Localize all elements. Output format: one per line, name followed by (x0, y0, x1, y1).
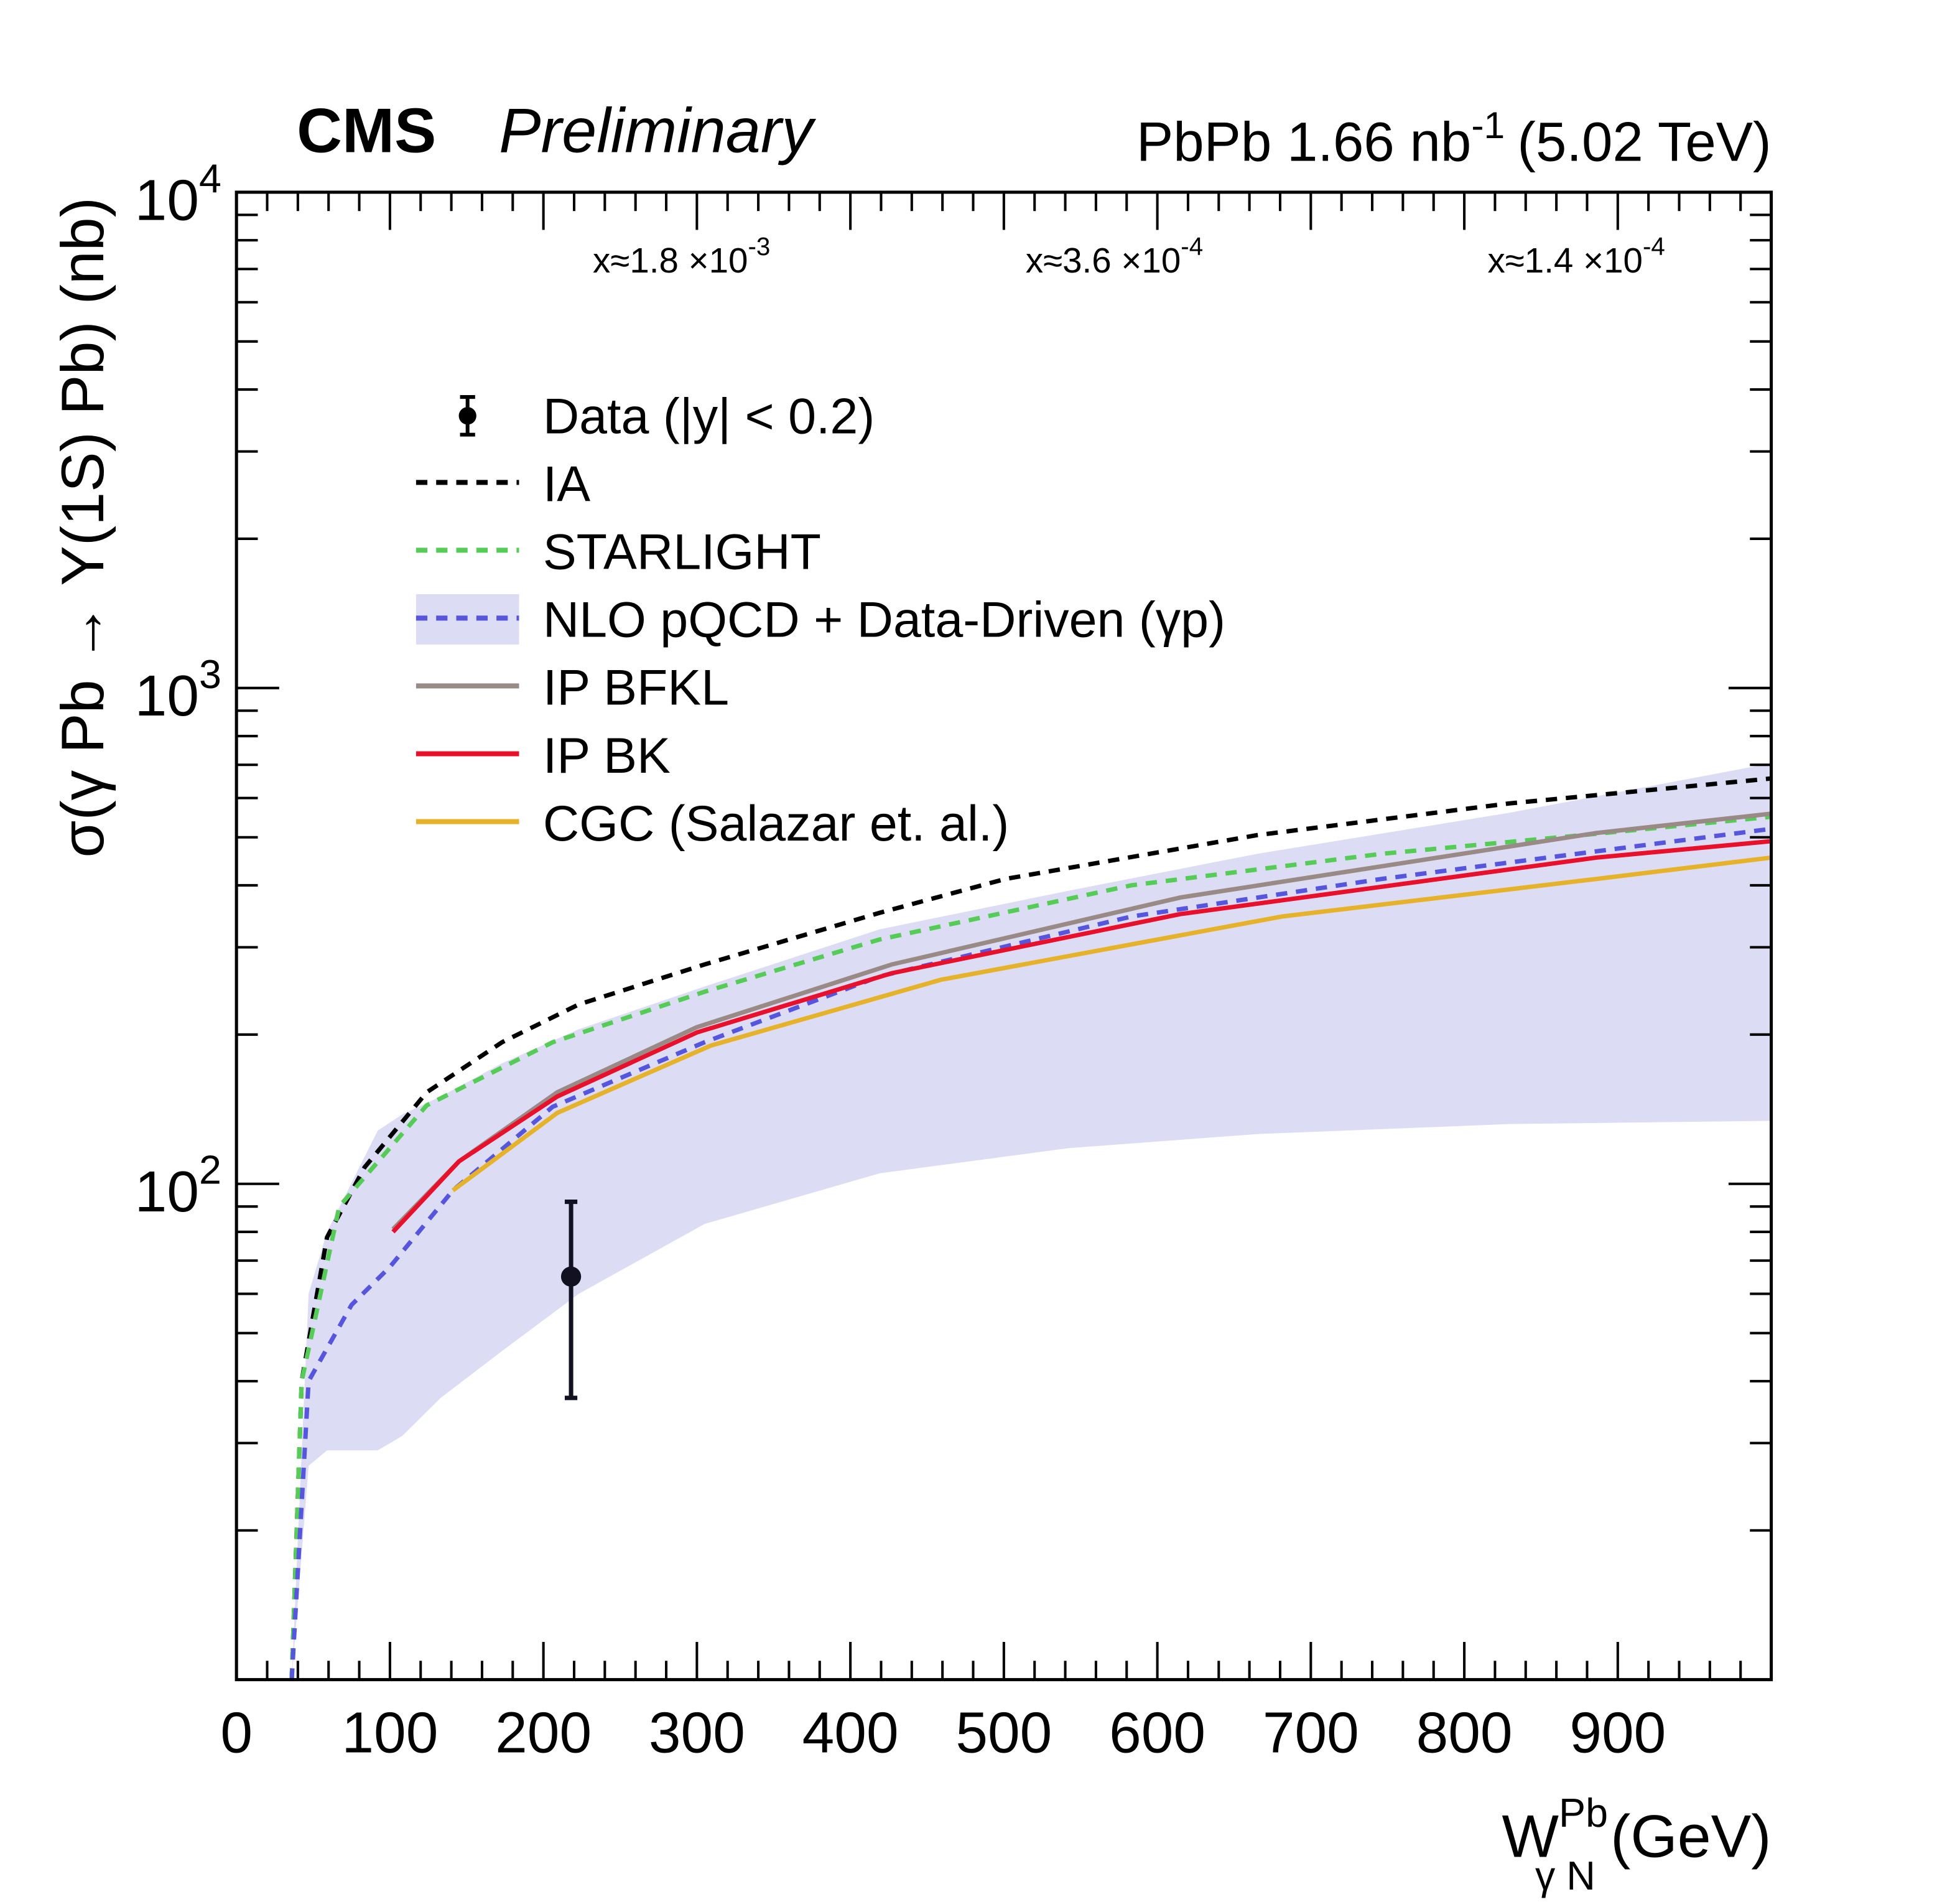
cms-label: CMS (297, 96, 436, 165)
preliminary-label: Preliminary (499, 96, 816, 165)
x-tick-label: 0 (220, 1700, 253, 1765)
legend-label: IP BFKL (543, 660, 729, 716)
y-axis-label: σ(γ Pb → Υ(1S) Pb) (nb) (49, 197, 116, 857)
legend-label: CGC (Salazar et. al.) (543, 796, 1009, 852)
legend-label: IA (543, 457, 590, 513)
x-value-annotation: x≈3.6 ×10-4 (1026, 232, 1203, 280)
x-tick-label: 500 (955, 1700, 1052, 1765)
legend-label: IP BK (543, 728, 671, 784)
x-tick-label: 600 (1109, 1700, 1205, 1765)
legend-label: STARLIGHT (543, 524, 821, 580)
data-layer (560, 1200, 582, 1401)
nlo-uncertainty-band (291, 763, 1772, 1680)
series-line-nlo-pqcd-data-driven-p- (289, 826, 1772, 1680)
legend-label: Data (|y| < 0.2) (543, 389, 875, 445)
x-value-annotation: x≈1.4 ×10-4 (1488, 232, 1665, 280)
x-tick-label: 400 (802, 1700, 899, 1765)
data-point (560, 1266, 582, 1287)
y-tick-label: 102 (135, 1148, 221, 1224)
tick-layer: 0 100 200 300 400 500 600 700 800 900 102 103 104 x≈1… (135, 156, 1773, 1765)
series-line-ia (289, 776, 1772, 1680)
x-tick-label: 900 (1569, 1700, 1666, 1765)
y-tick-label: 103 (135, 652, 221, 728)
x-tick-label: 700 (1263, 1700, 1359, 1765)
x-tick-label: 200 (495, 1700, 592, 1765)
x-tick-label: 100 (341, 1700, 438, 1765)
x-value-annotation: x≈1.8 ×10-3 (593, 232, 770, 280)
legend-marker-point (458, 407, 476, 425)
band-layer (291, 763, 1772, 1680)
series-line-ip-bk (391, 839, 1772, 1234)
y-tick-label: 104 (135, 156, 221, 232)
legend-label: NLO pQCD + Data-Driven (γp) (543, 592, 1225, 648)
series-line-cgc-salazar-et-al- (451, 855, 1772, 1193)
x-axis-label: WPb γ N(GeV) (1502, 1791, 1772, 1898)
series-layer (289, 776, 1772, 1680)
legend: Data (|y| < 0.2) IA STARLIGHT NLO pQCD + Da… (416, 389, 1225, 852)
x-tick-label: 300 (649, 1700, 745, 1765)
lumi-label: PbPb 1.66 nb-1 (5.02 TeV) (1136, 104, 1772, 172)
x-tick-label: 800 (1416, 1700, 1513, 1765)
series-line-starlight (289, 814, 1772, 1680)
